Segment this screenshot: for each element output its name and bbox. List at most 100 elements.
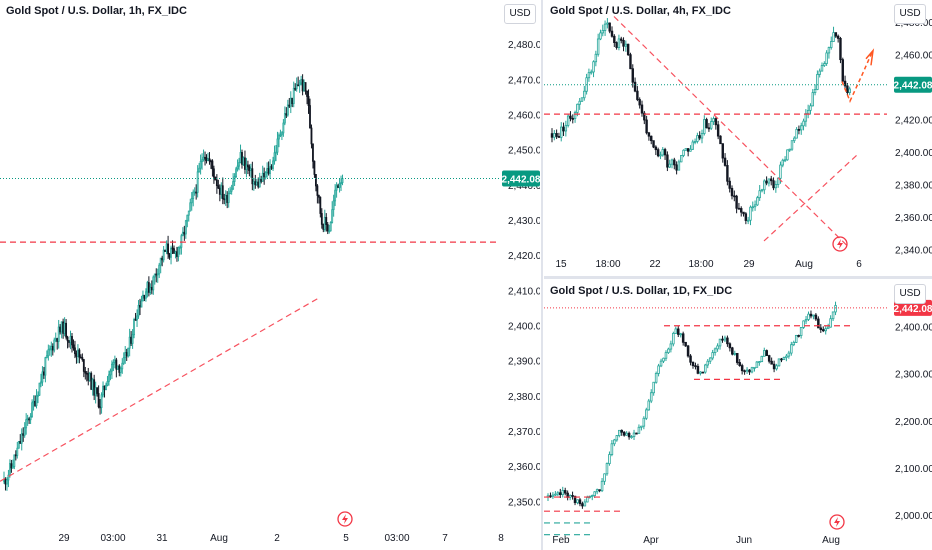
- currency-button[interactable]: USD: [894, 4, 926, 24]
- candle-body: [159, 257, 162, 266]
- x-tick-label: 2: [274, 533, 280, 544]
- candle-body: [38, 382, 41, 396]
- candle-body: [325, 217, 328, 225]
- candle-body: [583, 90, 586, 99]
- trendline-up: [763, 152, 860, 242]
- candle-body: [257, 181, 260, 188]
- panel-divider[interactable]: [544, 276, 932, 279]
- candle-body: [176, 251, 178, 257]
- y-tick-label: 2,400.00: [508, 322, 540, 333]
- candle-body: [599, 32, 602, 40]
- candle-body: [682, 149, 685, 156]
- candle-body: [816, 74, 819, 90]
- candle-body: [627, 432, 631, 438]
- candle-body: [625, 432, 628, 436]
- candle-body: [230, 188, 233, 192]
- x-tick-label: 03:00: [100, 533, 125, 544]
- y-tick-label: 2,370.00: [508, 427, 540, 438]
- y-tick-label: 2,460.00: [508, 111, 540, 122]
- candle-body: [730, 187, 734, 197]
- candle-body: [340, 182, 342, 185]
- candle-body: [723, 157, 727, 166]
- candle-body: [298, 82, 301, 86]
- projection-arrow: [865, 48, 875, 66]
- candle-body: [261, 172, 264, 182]
- price-tag-label: 2,442.08: [894, 81, 932, 92]
- candle-body: [322, 223, 325, 230]
- candle-body: [254, 181, 257, 186]
- x-tick-label: 03:00: [384, 533, 409, 544]
- candle-body: [744, 213, 748, 221]
- candle-body: [210, 160, 212, 163]
- candle-body: [631, 68, 634, 83]
- candle-body: [553, 133, 556, 138]
- candle-body: [563, 490, 567, 494]
- candle-body: [192, 191, 195, 199]
- chart-1h-canvas[interactable]: 2,480.002,470.002,460.002,450.002,440.00…: [0, 0, 540, 550]
- candle-body: [676, 328, 680, 335]
- candle-body: [208, 158, 211, 162]
- candle-body: [97, 393, 100, 408]
- currency-button[interactable]: USD: [504, 4, 536, 24]
- candle-body: [785, 355, 788, 358]
- candle-body: [323, 217, 326, 230]
- candle-body: [610, 443, 614, 455]
- chart-1d-canvas[interactable]: 2,400.00 2,300.00 2,200.00 2,100.00 2,000.00…: [544, 280, 932, 550]
- currency-button[interactable]: USD: [894, 284, 926, 304]
- candle-body: [82, 359, 85, 372]
- candle-body: [223, 198, 226, 201]
- panel-divider[interactable]: [541, 0, 543, 550]
- candle-body: [60, 321, 63, 333]
- chart-panel-4h[interactable]: 2,480.002,460.002,440.002,420.002,400.00…: [544, 0, 932, 274]
- candle-body: [14, 454, 17, 457]
- candle-body: [721, 338, 724, 341]
- candle-body: [726, 165, 729, 182]
- candle-body: [48, 348, 51, 351]
- y-tick-label: 2,380.00: [508, 392, 540, 403]
- candle-body: [740, 365, 744, 372]
- candle-body: [603, 473, 606, 482]
- candle-body: [712, 118, 715, 123]
- candle-body: [652, 381, 655, 394]
- candle-body: [826, 326, 830, 330]
- candle-body: [740, 208, 743, 213]
- candle-body: [711, 352, 714, 359]
- candle-body: [774, 184, 778, 189]
- chart-4h-canvas[interactable]: 2,480.002,460.002,440.002,420.002,400.00…: [544, 0, 932, 274]
- candle-body: [312, 143, 314, 162]
- candle-body: [839, 38, 842, 61]
- candle-body: [246, 164, 249, 168]
- candle-body: [772, 363, 776, 370]
- candle-body: [576, 499, 579, 504]
- candle-body: [820, 65, 824, 72]
- candle-body: [186, 214, 189, 222]
- chart-panel-1h[interactable]: 2,480.002,470.002,460.002,450.002,440.00…: [0, 0, 540, 550]
- candle-body: [662, 357, 665, 362]
- y-tick-label: 2,360.00: [895, 213, 932, 224]
- candle-body: [788, 148, 791, 151]
- candle-body: [317, 195, 320, 198]
- candle-body: [573, 112, 577, 119]
- candle-body: [244, 157, 246, 170]
- candle-body: [728, 180, 731, 189]
- y-tick-label: 2,420.00: [508, 251, 540, 262]
- candle-body: [47, 349, 50, 357]
- candle-body: [755, 361, 759, 368]
- candle-body: [677, 161, 681, 171]
- candle-body: [69, 336, 72, 343]
- candle-body: [617, 38, 621, 48]
- candle-body: [146, 282, 149, 293]
- candle-body: [241, 152, 243, 165]
- candle-body: [811, 92, 814, 107]
- candle-body: [819, 327, 823, 331]
- candle-body: [291, 97, 294, 105]
- x-tick-label: Jun: [736, 535, 752, 546]
- candle-body: [834, 305, 837, 313]
- candle-body: [121, 362, 124, 370]
- candle-body: [96, 387, 99, 394]
- candle-body: [118, 365, 121, 373]
- candle-body: [733, 352, 737, 355]
- y-tick-label: 2,380.00: [895, 181, 932, 192]
- chart-panel-1d[interactable]: 2,400.00 2,300.00 2,200.00 2,100.00 2,000.00…: [544, 280, 932, 550]
- candle-body: [158, 264, 161, 275]
